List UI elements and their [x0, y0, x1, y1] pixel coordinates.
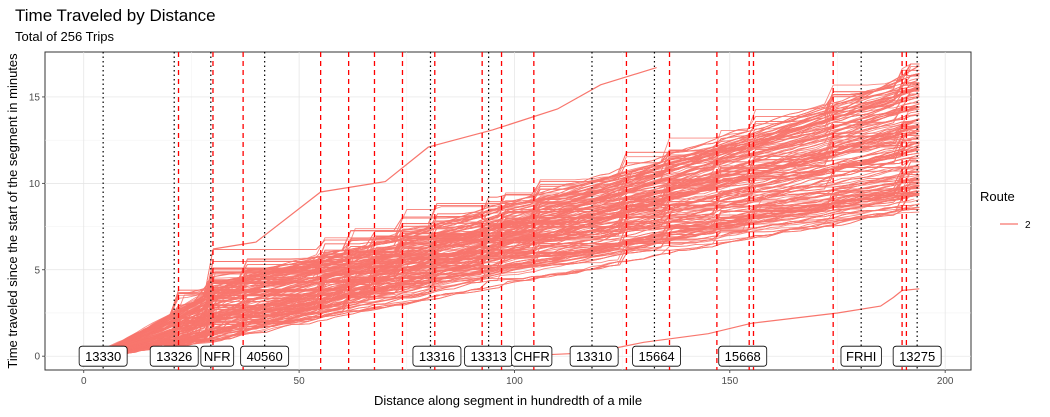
stop-label: 13310: [569, 345, 619, 367]
trip-line-representative: [83, 65, 920, 357]
stop-label-box: [511, 345, 553, 367]
stop-label-box: [632, 345, 681, 367]
trip-line: [83, 194, 920, 357]
stop-label: FRHI: [840, 345, 882, 367]
trip-line-representative: [83, 84, 920, 357]
stop-label-text: CHFR: [514, 349, 550, 364]
y-tick-label: 15: [29, 92, 41, 103]
x-tick-label: 150: [721, 376, 738, 387]
stop-label: NFR: [200, 345, 235, 367]
stop-label-box: [78, 345, 128, 367]
stop-label-text: 13275: [899, 349, 935, 364]
trip-line: [206, 107, 913, 326]
stop-label-text: 13330: [85, 349, 121, 364]
stop-label-text: 13313: [471, 349, 507, 364]
trip-line: [83, 209, 920, 357]
x-tick-label: 100: [506, 376, 523, 387]
stop-label: 13316: [412, 345, 462, 367]
y-axis-ticks: 0 5 10 15: [29, 92, 45, 363]
legend-title: Route: [980, 189, 1015, 204]
chart-subtitle: Total of 256 Trips: [15, 29, 114, 44]
x-tick-label: 50: [294, 376, 306, 387]
trip-line-representative: [83, 193, 920, 357]
stop-label-text: 40560: [247, 349, 283, 364]
stop-labels: 13330 13326 NFR 40560 13316 13313 CHFR 13310 156…: [78, 345, 942, 367]
stop-label-text: 13316: [419, 349, 455, 364]
legend-label-2: 2: [1025, 220, 1031, 231]
trip-line-representative: [212, 67, 657, 250]
stop-label-text: 15664: [639, 349, 675, 364]
trip-line: [83, 171, 920, 357]
stop-label-text: NFR: [204, 349, 231, 364]
trip-line: [178, 98, 912, 319]
stop-label-box: [892, 345, 942, 367]
trip-line: [197, 194, 913, 336]
stop-label-box: [200, 345, 235, 367]
stop-label-text: 15668: [725, 349, 761, 364]
stop-label: 15664: [632, 345, 681, 367]
trip-line: [184, 127, 918, 339]
trip-line: [83, 143, 920, 357]
stop-label-box: [412, 345, 462, 367]
trip-line: [170, 140, 912, 343]
stop-label: 15668: [718, 345, 768, 367]
trip-line: [187, 173, 912, 331]
stop-label: 13326: [149, 345, 199, 367]
x-tick-label: 0: [81, 376, 87, 387]
stop-label-box: [718, 345, 768, 367]
legend: Route 2: [980, 189, 1031, 231]
stop-label: 13330: [78, 345, 128, 367]
y-tick-label: 0: [34, 352, 40, 363]
trip-line: [176, 106, 918, 335]
y-tick-label: 10: [29, 179, 41, 190]
stop-label-text: 13310: [576, 349, 612, 364]
x-axis-title: Distance along segment in hundredth of a…: [374, 393, 642, 408]
stop-label-box: [149, 345, 199, 367]
chart-title: Time Traveled by Distance: [15, 6, 216, 25]
trip-line: [83, 63, 920, 357]
trip-line: [210, 159, 917, 338]
reference-lines: [102, 52, 918, 370]
stop-label: 13313: [464, 345, 514, 367]
stop-label-box: [840, 345, 882, 367]
stop-label: CHFR: [511, 345, 553, 367]
stop-label-text: FRHI: [846, 349, 876, 364]
trip-line: [83, 141, 920, 357]
y-tick-label: 5: [34, 265, 40, 276]
trip-line: [83, 102, 920, 357]
trip-line: [83, 154, 920, 357]
trip-line: [83, 125, 920, 357]
trip-line: [83, 127, 920, 357]
x-tick-label: 200: [937, 376, 954, 387]
stop-label-box: [569, 345, 619, 367]
y-axis-title: Time traveled since the start of the seg…: [5, 53, 20, 369]
trip-line-representative: [83, 141, 920, 357]
stop-label: 13275: [892, 345, 942, 367]
stop-label-box: [240, 345, 290, 367]
stop-label: 40560: [240, 345, 290, 367]
stop-label-text: 13326: [156, 349, 192, 364]
x-axis-ticks: 0 50 100 150 200: [81, 370, 954, 387]
